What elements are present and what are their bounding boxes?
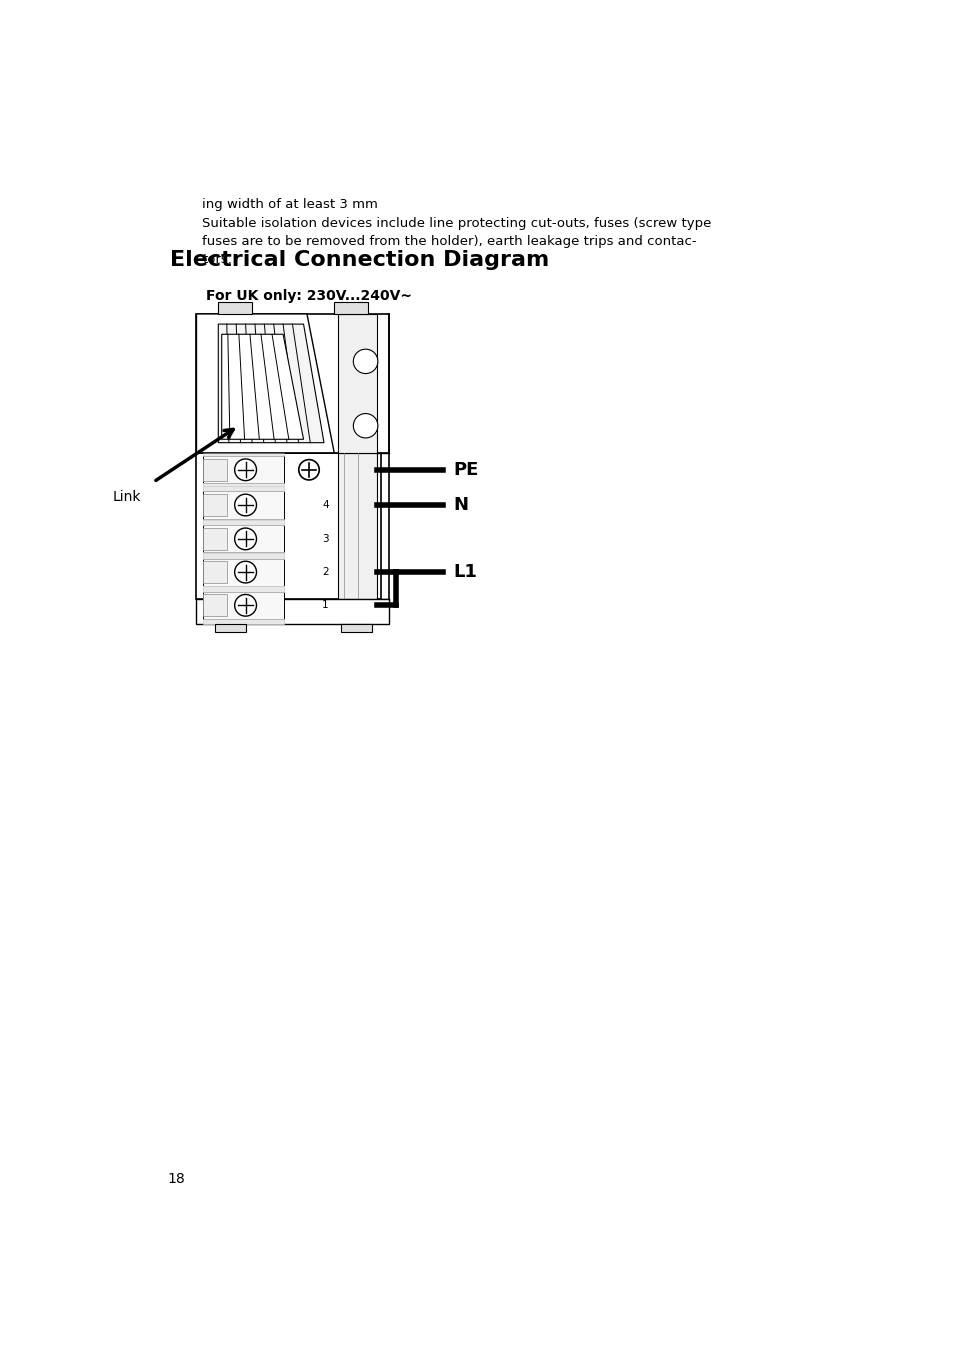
Bar (203, 595, 227, 617)
Bar (203, 526, 283, 553)
Bar (203, 495, 227, 516)
Bar (203, 492, 283, 519)
Bar (196, 599, 389, 625)
Text: ing width of at least 3 mm: ing width of at least 3 mm (202, 199, 377, 211)
Bar (196, 314, 389, 453)
Circle shape (234, 495, 256, 516)
Bar (203, 585, 283, 591)
Bar (203, 619, 283, 625)
Bar (203, 519, 283, 525)
Text: N: N (453, 496, 468, 514)
Bar (203, 529, 227, 550)
Bar (203, 485, 283, 492)
Text: Suitable isolation devices include line protecting cut-outs, fuses (screw type: Suitable isolation devices include line … (202, 216, 711, 230)
Text: PE: PE (453, 461, 478, 479)
Bar (203, 521, 283, 526)
Text: tors.: tors. (202, 253, 232, 266)
Bar (337, 453, 376, 599)
Bar (203, 456, 283, 483)
Bar (203, 553, 283, 558)
Bar (203, 553, 283, 558)
Polygon shape (196, 314, 334, 453)
Text: Electrical Connection Diagram: Electrical Connection Diagram (170, 250, 548, 270)
Text: 18: 18 (167, 1172, 185, 1186)
Text: 3: 3 (322, 534, 329, 544)
Text: Link: Link (112, 489, 141, 504)
Text: fuses are to be removed from the holder), earth leakage trips and contac-: fuses are to be removed from the holder)… (202, 235, 696, 247)
Text: For UK only: 230V...240V~: For UK only: 230V...240V~ (206, 288, 412, 303)
Bar (337, 314, 376, 453)
Circle shape (234, 595, 256, 617)
Bar (196, 453, 380, 599)
Text: 4: 4 (322, 500, 329, 510)
Circle shape (234, 561, 256, 583)
Bar (203, 592, 283, 619)
Polygon shape (221, 334, 303, 439)
Circle shape (353, 414, 377, 438)
Circle shape (234, 458, 256, 480)
Circle shape (234, 529, 256, 550)
Text: 1: 1 (322, 600, 329, 610)
Bar (203, 458, 227, 480)
Circle shape (298, 460, 319, 480)
Bar (203, 558, 283, 585)
Circle shape (353, 349, 377, 373)
Bar (214, 625, 245, 633)
Polygon shape (218, 324, 324, 442)
Bar (334, 301, 368, 314)
Bar (203, 561, 227, 583)
Text: 2: 2 (322, 566, 329, 577)
Text: L1: L1 (453, 562, 476, 581)
Bar (218, 301, 253, 314)
Bar (203, 450, 283, 456)
Bar (203, 483, 283, 489)
Bar (203, 587, 283, 592)
Bar (341, 625, 372, 633)
